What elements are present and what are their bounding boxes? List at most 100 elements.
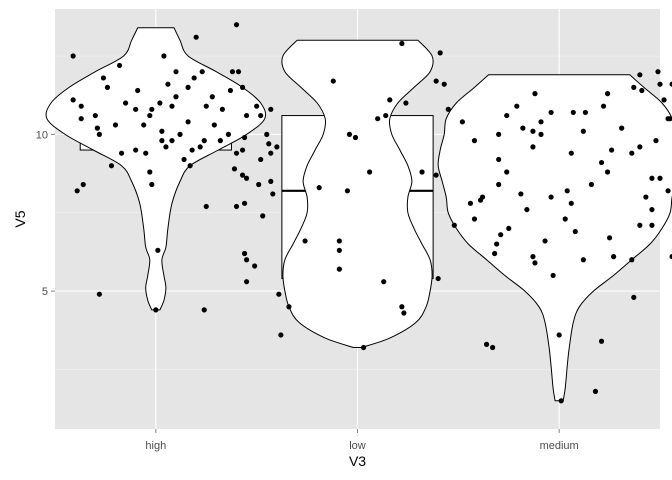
data-point-high xyxy=(70,97,76,103)
data-point-low xyxy=(278,332,284,338)
data-point-high xyxy=(211,122,217,128)
data-point-high xyxy=(159,128,165,134)
x-tick-label-high: high xyxy=(145,440,166,452)
data-point-high xyxy=(243,112,250,119)
data-point-high xyxy=(149,106,155,112)
data-point-medium xyxy=(479,194,486,200)
data-point-high xyxy=(219,106,225,112)
data-point-high xyxy=(133,147,139,153)
y-axis-title: V5 xyxy=(12,210,28,227)
data-point-high xyxy=(243,175,250,181)
data-point-high xyxy=(96,291,102,297)
data-point-high xyxy=(258,156,264,163)
x-axis-title: V3 xyxy=(349,453,366,469)
data-point-low xyxy=(401,310,407,316)
data-point-high xyxy=(239,172,246,178)
data-point-medium xyxy=(433,78,439,84)
data-point-high xyxy=(92,112,98,119)
data-point-medium xyxy=(530,144,536,150)
data-point-high xyxy=(112,122,119,128)
data-point-medium xyxy=(582,109,588,116)
data-point-high xyxy=(169,103,175,109)
data-point-high xyxy=(173,69,179,75)
data-point-low xyxy=(383,112,389,119)
data-point-medium xyxy=(548,194,554,200)
data-point-medium xyxy=(520,125,526,131)
data-point-high xyxy=(197,144,203,150)
data-point-high xyxy=(169,138,175,144)
data-point-low xyxy=(286,304,292,310)
data-point-high xyxy=(155,247,161,253)
data-point-high xyxy=(239,147,246,153)
x-tick-label-medium: medium xyxy=(540,440,579,452)
data-point-high xyxy=(165,81,171,87)
data-point-high xyxy=(108,163,115,169)
data-point-low xyxy=(316,185,322,191)
data-point-low xyxy=(352,134,359,141)
data-point-medium xyxy=(518,191,524,197)
data-point-medium xyxy=(637,144,643,150)
data-point-high xyxy=(181,156,187,163)
data-point-high xyxy=(161,53,167,59)
data-point-high xyxy=(78,116,84,122)
data-point-high xyxy=(78,103,84,109)
data-point-high xyxy=(163,144,169,150)
data-point-high xyxy=(235,69,242,75)
data-point-medium xyxy=(661,97,667,103)
data-point-low xyxy=(336,247,342,253)
data-point-medium xyxy=(588,181,595,188)
data-point-high xyxy=(80,181,86,188)
data-point-high xyxy=(157,100,163,106)
data-point-low xyxy=(243,279,250,285)
data-point-low xyxy=(375,116,381,122)
data-point-medium xyxy=(657,81,663,87)
data-point-medium xyxy=(494,241,500,247)
data-point-medium xyxy=(655,69,661,75)
data-point-low xyxy=(367,169,373,175)
data-point-medium xyxy=(572,228,578,235)
data-point-medium xyxy=(667,116,672,122)
data-point-medium xyxy=(669,254,672,260)
data-point-medium xyxy=(514,103,520,109)
data-point-high xyxy=(159,138,165,144)
data-point-high xyxy=(233,22,240,28)
data-point-high xyxy=(187,163,193,169)
data-point-low xyxy=(260,213,266,219)
data-point-high xyxy=(143,150,149,156)
data-point-low xyxy=(239,84,246,90)
data-point-medium xyxy=(471,216,478,222)
data-point-medium xyxy=(548,109,554,116)
data-point-high xyxy=(70,53,76,59)
data-point-medium xyxy=(504,169,510,175)
data-point-high xyxy=(227,87,234,94)
data-point-medium xyxy=(611,254,617,260)
data-point-medium xyxy=(550,272,556,279)
data-point-medium xyxy=(530,128,536,134)
data-point-high xyxy=(201,307,207,313)
data-point-medium xyxy=(564,188,570,194)
data-point-high xyxy=(94,125,100,131)
data-point-high xyxy=(258,112,264,119)
data-point-low xyxy=(399,40,405,47)
data-point-medium xyxy=(498,232,504,238)
data-point-low xyxy=(435,275,441,282)
data-point-medium xyxy=(649,206,655,213)
data-point-high xyxy=(268,178,274,184)
data-point-medium xyxy=(538,119,544,125)
data-point-medium xyxy=(606,235,613,241)
data-point-medium xyxy=(562,216,568,222)
y-tick-label: 5 xyxy=(42,286,48,298)
data-point-medium xyxy=(637,222,643,228)
data-point-medium xyxy=(604,169,611,175)
data-point-medium xyxy=(568,150,574,156)
data-point-low xyxy=(336,266,342,272)
y-tick-label: 10 xyxy=(36,129,48,141)
data-point-medium xyxy=(483,341,490,347)
data-point-low xyxy=(360,344,367,351)
data-point-medium xyxy=(643,194,649,200)
data-point-medium xyxy=(496,156,502,163)
data-point-high xyxy=(141,122,147,128)
data-point-high xyxy=(241,200,248,206)
data-point-medium xyxy=(570,109,576,116)
